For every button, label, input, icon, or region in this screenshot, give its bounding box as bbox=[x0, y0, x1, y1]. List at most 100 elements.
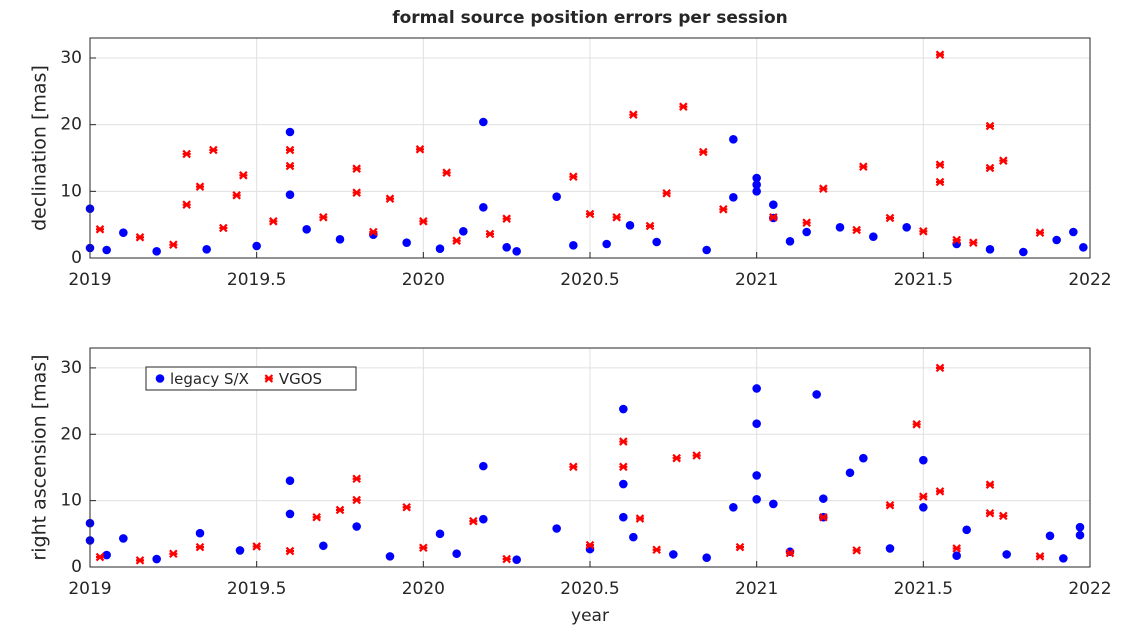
point bbox=[852, 225, 861, 235]
point bbox=[885, 501, 895, 510]
axes-box bbox=[89, 37, 1091, 259]
point bbox=[452, 236, 461, 245]
x-tick-label: 2021 bbox=[735, 579, 778, 599]
point bbox=[95, 225, 105, 234]
y-axis-label: declination [mas] bbox=[29, 65, 51, 231]
point bbox=[819, 512, 828, 522]
point bbox=[285, 127, 295, 137]
point bbox=[352, 188, 361, 197]
point bbox=[652, 545, 661, 555]
point bbox=[719, 205, 728, 214]
point bbox=[195, 542, 205, 552]
x-tick-label: 2019 bbox=[68, 270, 111, 290]
point bbox=[239, 171, 248, 180]
point bbox=[859, 162, 868, 171]
y-tick-label: 20 bbox=[60, 424, 82, 444]
point bbox=[619, 479, 628, 489]
point bbox=[999, 511, 1008, 521]
point bbox=[119, 534, 128, 543]
point bbox=[692, 451, 701, 460]
legend-label: legacy S/X bbox=[170, 370, 249, 388]
point bbox=[385, 194, 395, 203]
point bbox=[169, 240, 178, 249]
y-tick-label: 10 bbox=[60, 491, 82, 511]
point bbox=[312, 512, 321, 522]
point bbox=[335, 505, 345, 515]
point bbox=[195, 528, 205, 538]
point bbox=[662, 189, 671, 198]
point bbox=[729, 135, 738, 144]
point bbox=[135, 233, 145, 242]
point bbox=[319, 213, 328, 222]
point bbox=[552, 524, 561, 533]
point bbox=[802, 218, 811, 227]
point bbox=[202, 245, 211, 254]
point bbox=[969, 238, 978, 247]
point bbox=[1035, 552, 1045, 561]
point bbox=[335, 235, 345, 244]
point bbox=[419, 217, 428, 226]
point bbox=[319, 541, 328, 551]
point bbox=[569, 462, 578, 472]
point bbox=[435, 529, 445, 539]
point bbox=[352, 522, 361, 531]
point bbox=[252, 241, 261, 251]
point bbox=[402, 238, 411, 247]
point bbox=[435, 244, 445, 253]
point bbox=[935, 160, 945, 169]
x-tick-label: 2020.5 bbox=[560, 270, 619, 290]
point bbox=[352, 164, 361, 173]
point bbox=[729, 502, 738, 512]
point bbox=[752, 471, 761, 480]
x-tick-label: 2020 bbox=[402, 579, 445, 599]
point bbox=[985, 245, 995, 254]
point bbox=[902, 223, 911, 232]
point bbox=[569, 172, 578, 181]
point bbox=[502, 243, 511, 252]
point bbox=[652, 237, 661, 247]
point bbox=[302, 225, 311, 234]
point bbox=[512, 555, 521, 565]
x-tick-label: 2020.5 bbox=[560, 579, 619, 599]
point bbox=[845, 468, 855, 478]
point bbox=[119, 228, 128, 237]
point bbox=[285, 476, 295, 486]
y-tick-label: 30 bbox=[60, 358, 82, 378]
legend-label: VGOS bbox=[279, 370, 322, 388]
point bbox=[702, 245, 711, 255]
point bbox=[619, 404, 628, 414]
point bbox=[699, 147, 708, 157]
point bbox=[385, 552, 395, 561]
point bbox=[419, 543, 428, 553]
point bbox=[352, 474, 361, 484]
point bbox=[985, 508, 995, 518]
point bbox=[935, 177, 945, 187]
point bbox=[769, 200, 778, 209]
x-tick-label: 2021.5 bbox=[894, 270, 953, 290]
y-tick-label: 10 bbox=[60, 181, 82, 201]
point bbox=[195, 182, 205, 191]
point bbox=[919, 455, 928, 465]
point bbox=[952, 544, 961, 553]
point bbox=[885, 213, 895, 223]
y-tick-label: 0 bbox=[71, 248, 82, 268]
point bbox=[785, 237, 795, 246]
point bbox=[769, 213, 778, 222]
point bbox=[1079, 243, 1088, 252]
point bbox=[479, 117, 488, 127]
point bbox=[285, 509, 295, 519]
point bbox=[285, 145, 295, 155]
point bbox=[912, 420, 921, 429]
point bbox=[442, 168, 451, 177]
point bbox=[935, 487, 945, 496]
point bbox=[629, 532, 638, 542]
point bbox=[735, 542, 745, 552]
point bbox=[95, 552, 105, 562]
point bbox=[1035, 228, 1045, 237]
point bbox=[452, 549, 461, 559]
point bbox=[169, 549, 178, 559]
point bbox=[819, 184, 828, 193]
point bbox=[469, 516, 478, 526]
point bbox=[1075, 522, 1085, 532]
